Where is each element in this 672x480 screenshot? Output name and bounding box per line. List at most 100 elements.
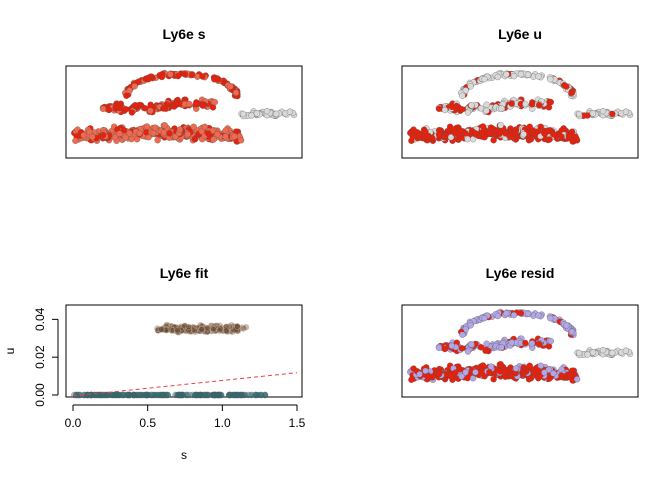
cell-point — [496, 129, 504, 136]
cell-point — [558, 372, 565, 379]
cell-point — [253, 110, 261, 117]
cell-point — [494, 73, 502, 81]
cell-point — [503, 310, 510, 317]
cell-point — [483, 101, 490, 108]
cell-point — [422, 128, 429, 136]
cell-point — [483, 107, 490, 114]
cell-point — [502, 130, 509, 137]
x-tick-label: 0.5 — [139, 416, 156, 430]
cell-point — [186, 100, 193, 108]
cell-point — [589, 349, 597, 356]
cell-point — [479, 123, 487, 130]
cell-point — [546, 375, 553, 382]
cell-point — [547, 315, 554, 322]
cell-point — [527, 374, 534, 382]
x-tick-label: 0.0 — [65, 416, 82, 430]
cell-point — [498, 344, 505, 351]
cell-point — [546, 136, 553, 143]
cell-point — [192, 101, 200, 108]
plot-frame — [65, 304, 303, 398]
cell-point — [584, 351, 591, 358]
cell-point — [111, 134, 119, 141]
cell-point — [448, 103, 455, 111]
cell-point — [550, 370, 557, 377]
cell-point — [191, 135, 198, 143]
embedding-points — [407, 308, 634, 384]
cell-point — [122, 106, 130, 113]
cell-point — [209, 104, 217, 111]
cell-point — [150, 130, 157, 137]
cell-point — [133, 136, 141, 143]
cell-point — [567, 372, 574, 379]
fit-point — [174, 326, 181, 334]
fit-point — [210, 326, 217, 333]
cell-point — [132, 102, 139, 109]
cell-point — [472, 369, 479, 376]
cell-point — [584, 112, 591, 119]
cell-point — [416, 371, 423, 378]
y-axis-label: u — [3, 348, 17, 355]
cell-point — [441, 106, 449, 114]
fit-point — [124, 391, 131, 399]
cell-point — [599, 107, 607, 115]
fit-point — [158, 326, 165, 333]
cell-point — [541, 369, 548, 376]
cell-point — [537, 362, 544, 369]
cell-point — [609, 349, 616, 357]
cell-point — [435, 131, 443, 139]
embedding-points — [71, 69, 298, 145]
fit-point — [95, 391, 102, 399]
cell-point — [458, 134, 465, 141]
cell-point — [563, 83, 570, 90]
embedding-points — [407, 69, 634, 145]
cell-point — [558, 133, 565, 140]
panel-title: Ly6e fit — [160, 265, 209, 281]
cell-point — [467, 83, 474, 90]
cell-point — [99, 105, 107, 112]
cell-point — [497, 122, 504, 129]
fit-point — [216, 327, 223, 334]
x-axis-label: s — [181, 448, 187, 462]
cell-point — [184, 131, 191, 138]
cell-point — [231, 133, 238, 140]
cell-point — [459, 92, 466, 99]
fit-point — [204, 325, 212, 332]
cell-point — [534, 367, 541, 374]
cell-point — [547, 76, 554, 83]
cell-point — [469, 136, 477, 143]
panel-title: Ly6e u — [498, 26, 542, 42]
cell-point — [112, 103, 119, 111]
cell-point — [263, 107, 271, 115]
cell-point — [575, 110, 583, 118]
cell-point — [172, 100, 179, 107]
fit-point — [198, 326, 206, 333]
cell-point — [462, 130, 469, 137]
cell-point — [497, 361, 504, 368]
cell-point — [176, 126, 184, 133]
cell-point — [512, 126, 520, 133]
cell-point — [89, 133, 96, 141]
cell-point — [508, 339, 515, 346]
cell-point — [161, 122, 168, 129]
cell-point — [452, 369, 459, 376]
fit-point — [242, 324, 250, 331]
fit-point — [71, 391, 78, 399]
cell-point — [541, 130, 548, 137]
cell-point — [447, 373, 455, 380]
cell-point — [145, 76, 152, 83]
fit-point — [191, 328, 199, 335]
panel-ly6e-resid: Ly6e resid — [401, 265, 639, 398]
plot-frame — [65, 65, 303, 159]
fit-line — [72, 372, 298, 397]
cell-point — [167, 71, 174, 78]
fit-point — [73, 391, 80, 399]
cell-point — [458, 106, 466, 113]
cell-point — [211, 98, 218, 106]
cell-point — [622, 108, 630, 115]
fit-point — [223, 327, 230, 334]
cell-point — [517, 71, 525, 78]
cell-point — [486, 130, 493, 137]
cell-point — [222, 133, 229, 140]
fit-point — [231, 391, 238, 399]
